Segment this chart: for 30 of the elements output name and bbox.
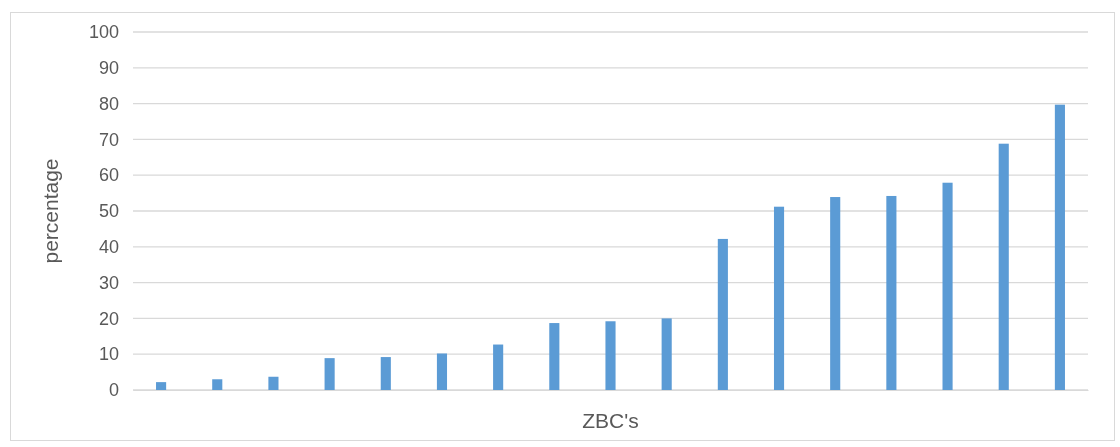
y-tick-label: 50 [98,201,119,222]
y-tick-label: 20 [98,308,119,329]
bar [436,353,448,390]
bar [549,323,560,390]
y-tick-label: 0 [108,380,119,401]
x-axis-title: ZBC's [582,409,639,432]
bar [380,357,391,390]
bar [605,321,616,390]
bar [942,182,953,390]
bar [1054,104,1065,390]
bar [717,238,728,390]
bar [773,206,785,390]
bar [661,318,672,390]
bar [998,143,1009,390]
y-axis-title: percentage [39,158,62,264]
y-tick-label: 60 [98,165,119,186]
y-tick-label: 100 [88,22,119,43]
bar [324,358,335,390]
y-tick-label: 90 [98,58,119,79]
bar [156,382,167,390]
y-tick-label: 30 [98,272,119,293]
y-tick-label: 80 [98,93,119,114]
bar [268,376,279,390]
bar [493,344,504,390]
y-tick-label: 70 [98,129,119,150]
bar [886,195,897,390]
bar [212,379,223,390]
y-tick-label: 10 [98,344,119,365]
bar [830,197,841,390]
y-tick-label: 40 [98,237,119,258]
